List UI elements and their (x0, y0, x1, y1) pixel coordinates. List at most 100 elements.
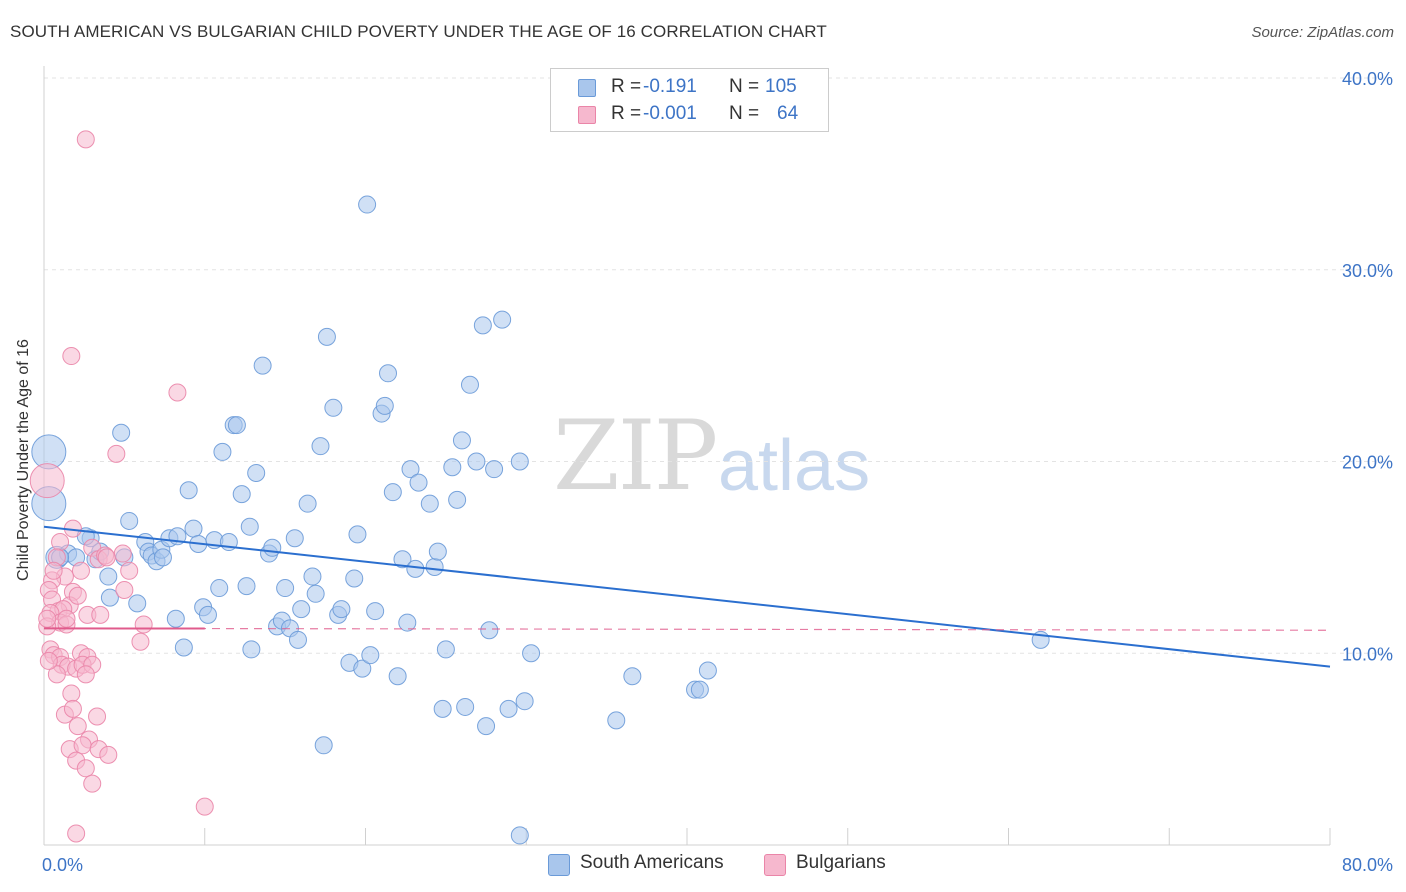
bulgarian-point-40 (76, 665, 95, 684)
south-american-point-10 (120, 511, 139, 530)
south-american-point-67 (383, 483, 402, 502)
south-american-point-22 (179, 481, 198, 500)
south-american-point-52 (314, 736, 333, 755)
south-american-point-36 (242, 640, 261, 659)
south-american-point-70 (398, 613, 417, 632)
bulgarian-point-39 (47, 665, 66, 684)
bulgarian-point-27 (134, 615, 153, 634)
south-american-point-83 (460, 375, 479, 394)
south-american-point-75 (425, 557, 444, 576)
south-american-point-29 (213, 442, 232, 461)
south-american-point-87 (480, 621, 499, 640)
south-american-point-93 (522, 644, 541, 663)
south-american-point-82 (456, 697, 475, 716)
legend-n-label: N = (729, 103, 760, 124)
south-american-point-86 (477, 717, 496, 736)
south-american-point-72 (406, 559, 425, 578)
legend-row-bulgarians: R = -0.001 N = 64 (551, 100, 828, 128)
south-american-point-88 (485, 460, 504, 479)
bulgarian-point-62 (97, 548, 116, 567)
chart-title: SOUTH AMERICAN VS BULGARIAN CHILD POVERT… (10, 22, 827, 41)
south-american-point-85 (473, 316, 492, 335)
south-american-point-43 (276, 579, 295, 598)
south-american-point-50 (306, 584, 325, 603)
legend-n-value: 64 (777, 103, 799, 124)
bulgarians-trendline-dashed (43, 627, 1331, 631)
south-american-point-68 (388, 667, 407, 686)
south-american-point-32 (227, 416, 246, 435)
south-american-point-89 (493, 310, 512, 329)
south-american-point-49 (303, 567, 322, 586)
bulgarian-point-56 (131, 632, 150, 651)
legend-swatch-south-americans (578, 79, 596, 97)
south-american-point-45 (285, 529, 304, 548)
south-american-point-91 (510, 452, 529, 471)
bulgarian-point-17 (115, 580, 134, 599)
bulgarian-point-55 (67, 824, 86, 843)
south-american-point-90 (499, 699, 518, 718)
bulgarian-point-57 (113, 544, 132, 563)
bulgarian-point-0 (29, 463, 65, 499)
bulgarian-point-1 (76, 130, 95, 149)
south-american-point-26 (198, 605, 217, 624)
south-american-point-53 (317, 327, 336, 346)
watermark-atlas: atlas (718, 426, 871, 506)
south-american-point-74 (420, 494, 439, 513)
south-american-point-60 (353, 659, 372, 678)
south-american-point-102 (100, 588, 119, 607)
bulgarian-point-48 (73, 736, 92, 755)
x-tick-label-max: 80.0% (1342, 855, 1393, 875)
bulgarian-point-52 (76, 759, 95, 778)
south-american-point-63 (366, 602, 385, 621)
south-american-point-47 (292, 600, 311, 619)
south-american-point-56 (332, 600, 351, 619)
south-american-point-37 (247, 464, 266, 483)
bulgarian-point-60 (44, 561, 63, 580)
y-tick-label-20: 20.0% (1342, 453, 1393, 473)
series-name-bulgarians: Bulgarians (796, 852, 886, 873)
legend-r-label: R = (611, 76, 642, 97)
south-american-point-34 (237, 577, 256, 596)
legend-r-label: R = (611, 103, 642, 124)
bulgarian-point-50 (99, 745, 118, 764)
south-american-point-33 (232, 485, 251, 504)
south-american-point-20 (174, 638, 193, 657)
south-american-point-62 (361, 646, 380, 665)
south-american-point-23 (184, 519, 203, 538)
south-american-point-28 (210, 579, 229, 598)
bulgarian-point-63 (68, 586, 87, 605)
south-american-point-79 (443, 458, 462, 477)
south-american-point-81 (452, 431, 471, 450)
south-american-point-95 (607, 711, 626, 730)
south-american-point-77 (433, 699, 452, 718)
source-label: Source: ZipAtlas.com (1251, 24, 1394, 41)
south-american-point-8 (99, 567, 118, 586)
south-american-point-51 (311, 437, 330, 456)
south-american-point-98 (690, 680, 709, 699)
south-american-point-78 (436, 640, 455, 659)
bulgarian-point-54 (195, 797, 214, 816)
bulgarian-point-28 (91, 605, 110, 624)
south-american-point-94 (510, 826, 529, 845)
south-american-point-35 (240, 517, 259, 536)
bulgarian-point-11 (71, 561, 90, 580)
south-american-point-11 (128, 594, 147, 613)
south-american-point-48 (298, 494, 317, 513)
south-american-point-69 (393, 550, 412, 569)
watermark-zip: ZIP (553, 400, 718, 512)
legend-swatch-bulgarians (578, 106, 596, 124)
south-american-point-54 (324, 398, 343, 417)
south-american-point-59 (348, 525, 367, 544)
south-american-point-46 (288, 630, 307, 649)
bulgarian-point-58 (57, 609, 76, 628)
series-swatch-south-americans (548, 854, 570, 876)
correlation-legend: R = -0.191 N = 105 R = -0.001 N = 64 (550, 68, 829, 132)
y-tick-label-30: 30.0% (1342, 261, 1393, 281)
south-american-point-80 (448, 490, 467, 509)
bulgarian-point-45 (68, 717, 87, 736)
bulgarian-point-59 (38, 609, 57, 628)
south-american-point-40 (263, 538, 282, 557)
y-tick-label-10: 10.0% (1342, 644, 1393, 664)
x-tick-label-min: 0.0% (42, 855, 83, 875)
